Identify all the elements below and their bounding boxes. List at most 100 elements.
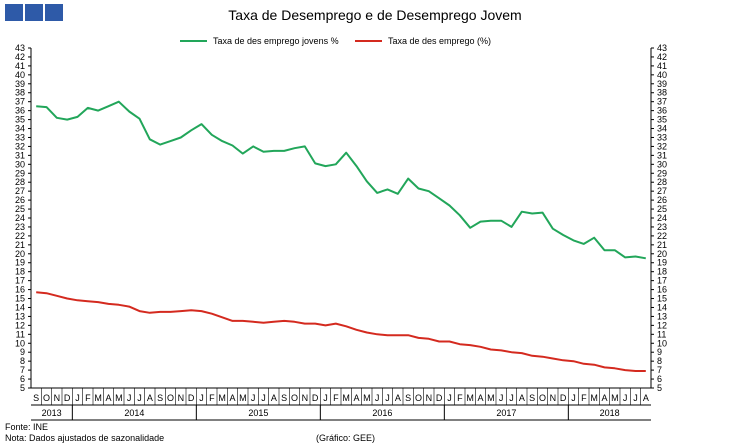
y-tick-label-right: 34	[657, 124, 667, 134]
x-tick-label: F	[457, 393, 463, 403]
y-tick-label-left: 41	[15, 61, 25, 71]
x-tick-label: J	[633, 393, 638, 403]
x-tick-label: O	[167, 393, 174, 403]
y-tick-label-right: 32	[657, 141, 667, 151]
y-tick-label-left: 39	[15, 79, 25, 89]
x-tick-label: J	[199, 393, 204, 403]
x-tick-label: A	[519, 393, 525, 403]
x-tick-label: D	[436, 393, 443, 403]
legend-item-youth: Taxa de des emprego jovens %	[180, 36, 339, 46]
x-tick-label: F	[209, 393, 215, 403]
y-tick-label-right: 17	[657, 276, 667, 286]
y-tick-label-left: 32	[15, 141, 25, 151]
y-tick-label-right: 6	[657, 374, 662, 384]
x-tick-label: S	[405, 393, 411, 403]
y-tick-label-left: 7	[20, 365, 25, 375]
y-tick-label-right: 15	[657, 294, 667, 304]
y-tick-label-right: 7	[657, 365, 662, 375]
x-tick-label: M	[466, 393, 474, 403]
x-tick-label: J	[261, 393, 266, 403]
x-tick-label: D	[560, 393, 567, 403]
x-tick-label: A	[601, 393, 607, 403]
legend-label-youth: Taxa de des emprego jovens %	[213, 36, 339, 46]
logo-block-3	[45, 4, 63, 21]
chart-title: Taxa de Desemprego e de Desemprego Jovem	[228, 7, 522, 23]
x-tick-label: M	[487, 393, 495, 403]
y-tick-label-right: 22	[657, 231, 667, 241]
y-tick-label-left: 37	[15, 97, 25, 107]
y-tick-label-right: 36	[657, 106, 667, 116]
y-tick-label-left: 11	[16, 329, 25, 339]
y-tick-label-right: 43	[657, 43, 667, 53]
y-tick-label-right: 24	[657, 213, 667, 223]
x-tick-label: M	[94, 393, 102, 403]
y-tick-label-right: 19	[657, 258, 667, 268]
x-year-label: 2013	[42, 408, 62, 418]
x-year-label: 2018	[600, 408, 620, 418]
footer-credit: (Gráfico: GEE)	[316, 433, 376, 443]
x-tick-label: J	[571, 393, 576, 403]
y-tick-label-left: 24	[15, 213, 25, 223]
y-tick-label-left: 34	[15, 124, 25, 134]
x-tick-label: S	[529, 393, 535, 403]
y-tick-label-left: 28	[15, 177, 25, 187]
y-tick-label-left: 23	[15, 222, 25, 232]
y-tick-label-right: 25	[657, 204, 667, 214]
x-tick-label: J	[385, 393, 390, 403]
x-tick-label: O	[43, 393, 50, 403]
x-tick-label: M	[611, 393, 619, 403]
x-tick-label: M	[363, 393, 371, 403]
y-tick-label-left: 8	[20, 356, 25, 366]
x-tick-label: J	[323, 393, 328, 403]
x-tick-label: O	[415, 393, 422, 403]
y-tick-label-right: 33	[657, 132, 667, 142]
x-tick-label: J	[75, 393, 80, 403]
x-tick-label: A	[271, 393, 277, 403]
x-tick-label: J	[251, 393, 256, 403]
y-tick-label-right: 23	[657, 222, 667, 232]
x-tick-label: D	[64, 393, 71, 403]
y-tick-label-left: 42	[15, 52, 25, 62]
y-tick-label-right: 11	[657, 329, 666, 339]
legend-swatch-youth	[180, 40, 207, 42]
x-tick-label: J	[137, 393, 142, 403]
x-tick-label: N	[302, 393, 309, 403]
y-tick-label-left: 40	[15, 70, 25, 80]
y-tick-label-left: 15	[15, 294, 25, 304]
y-tick-label-right: 21	[657, 240, 667, 250]
y-tick-label-left: 18	[15, 267, 25, 277]
y-tick-label-left: 19	[15, 258, 25, 268]
y-tick-label-left: 35	[15, 115, 25, 125]
y-tick-label-left: 6	[20, 374, 25, 384]
x-tick-label: J	[447, 393, 452, 403]
x-year-label: 2014	[124, 408, 144, 418]
y-tick-label-right: 18	[657, 267, 667, 277]
x-tick-label: F	[333, 393, 339, 403]
x-tick-label: A	[395, 393, 401, 403]
footer-source: Fonte: INE	[5, 422, 49, 432]
x-tick-label: A	[643, 393, 649, 403]
series-line-total	[36, 291, 646, 372]
y-tick-label-left: 22	[15, 231, 25, 241]
y-tick-label-left: 14	[15, 302, 25, 312]
x-tick-label: N	[550, 393, 557, 403]
x-tick-label: J	[127, 393, 132, 403]
legend-label-total: Taxa de des emprego (%)	[388, 36, 492, 46]
y-tick-label-left: 29	[15, 168, 25, 178]
x-tick-label: O	[291, 393, 298, 403]
y-tick-label-left: 5	[20, 383, 25, 393]
y-tick-label-right: 10	[657, 338, 667, 348]
y-tick-label-right: 5	[657, 383, 662, 393]
y-tick-label-left: 17	[15, 276, 25, 286]
x-tick-label: S	[33, 393, 39, 403]
y-tick-label-right: 26	[657, 195, 667, 205]
y-tick-label-left: 21	[15, 240, 25, 250]
x-tick-label: A	[229, 393, 235, 403]
y-tick-label-right: 14	[657, 302, 667, 312]
y-tick-label-left: 31	[15, 150, 25, 160]
y-tick-label-right: 28	[657, 177, 667, 187]
footer-note: Nota: Dados ajustados de sazonalidade	[5, 433, 165, 443]
logo-block-1	[5, 4, 23, 21]
x-tick-label: N	[54, 393, 61, 403]
